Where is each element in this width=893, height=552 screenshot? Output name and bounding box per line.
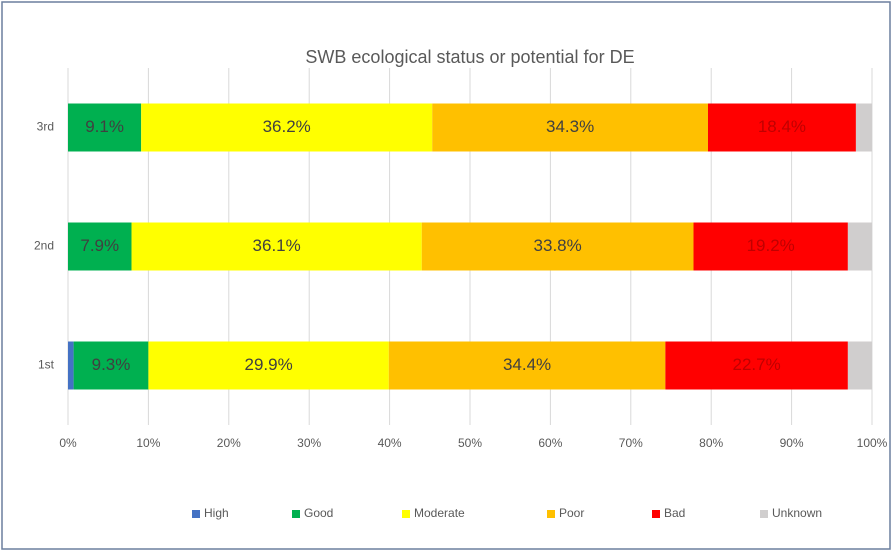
bar-segment [665,341,848,390]
x-tick-label: 100% [857,436,888,450]
data-label: 9.1% [85,117,124,136]
legend-swatch [292,510,300,518]
bar-segment [855,103,872,152]
y-tick-label: 1st [38,358,55,372]
data-label: 29.9% [244,355,292,374]
bar-segment [432,103,708,152]
x-tick-label: 0% [59,436,77,450]
x-tick-label: 90% [780,436,804,450]
legend-label: Unknown [772,506,822,520]
legend-label: Moderate [414,506,465,520]
legend-label: Poor [559,506,584,520]
bar-segment [707,103,856,152]
data-label: 22.7% [733,355,781,374]
data-label: 33.8% [534,236,582,255]
bar-segment [73,341,149,390]
x-tick-label: 40% [378,436,402,450]
x-tick-label: 80% [699,436,723,450]
legend-label: High [204,506,229,520]
bar-segment [388,341,666,390]
legend-swatch [192,510,200,518]
data-label: 34.4% [503,355,551,374]
x-tick-label: 60% [538,436,562,450]
legend-swatch [547,510,555,518]
chart-title: SWB ecological status or potential for D… [305,47,634,67]
legend-swatch [652,510,660,518]
bar-segment [421,222,694,271]
data-label: 19.2% [747,236,795,255]
bar-segment [68,222,132,271]
bar-segment [847,222,872,271]
bar-segment [693,222,848,271]
bar-segment [68,341,74,390]
data-label: 34.3% [546,117,594,136]
x-tick-label: 30% [297,436,321,450]
bar-segment [131,222,422,271]
legend-swatch [760,510,768,518]
data-label: 36.1% [253,236,301,255]
bar-segment [148,341,389,390]
bar-segment [141,103,433,152]
x-tick-label: 50% [458,436,482,450]
bar-segment [847,341,872,390]
legend-swatch [402,510,410,518]
legend-label: Bad [664,506,685,520]
y-tick-label: 2nd [34,239,54,253]
x-tick-label: 70% [619,436,643,450]
x-tick-label: 20% [217,436,241,450]
bar-segment [68,103,142,152]
y-tick-label: 3rd [37,120,54,134]
data-label: 18.4% [758,117,806,136]
data-label: 36.2% [263,117,311,136]
data-label: 7.9% [80,236,119,255]
legend-label: Good [304,506,333,520]
x-tick-label: 10% [136,436,160,450]
data-label: 9.3% [92,355,131,374]
